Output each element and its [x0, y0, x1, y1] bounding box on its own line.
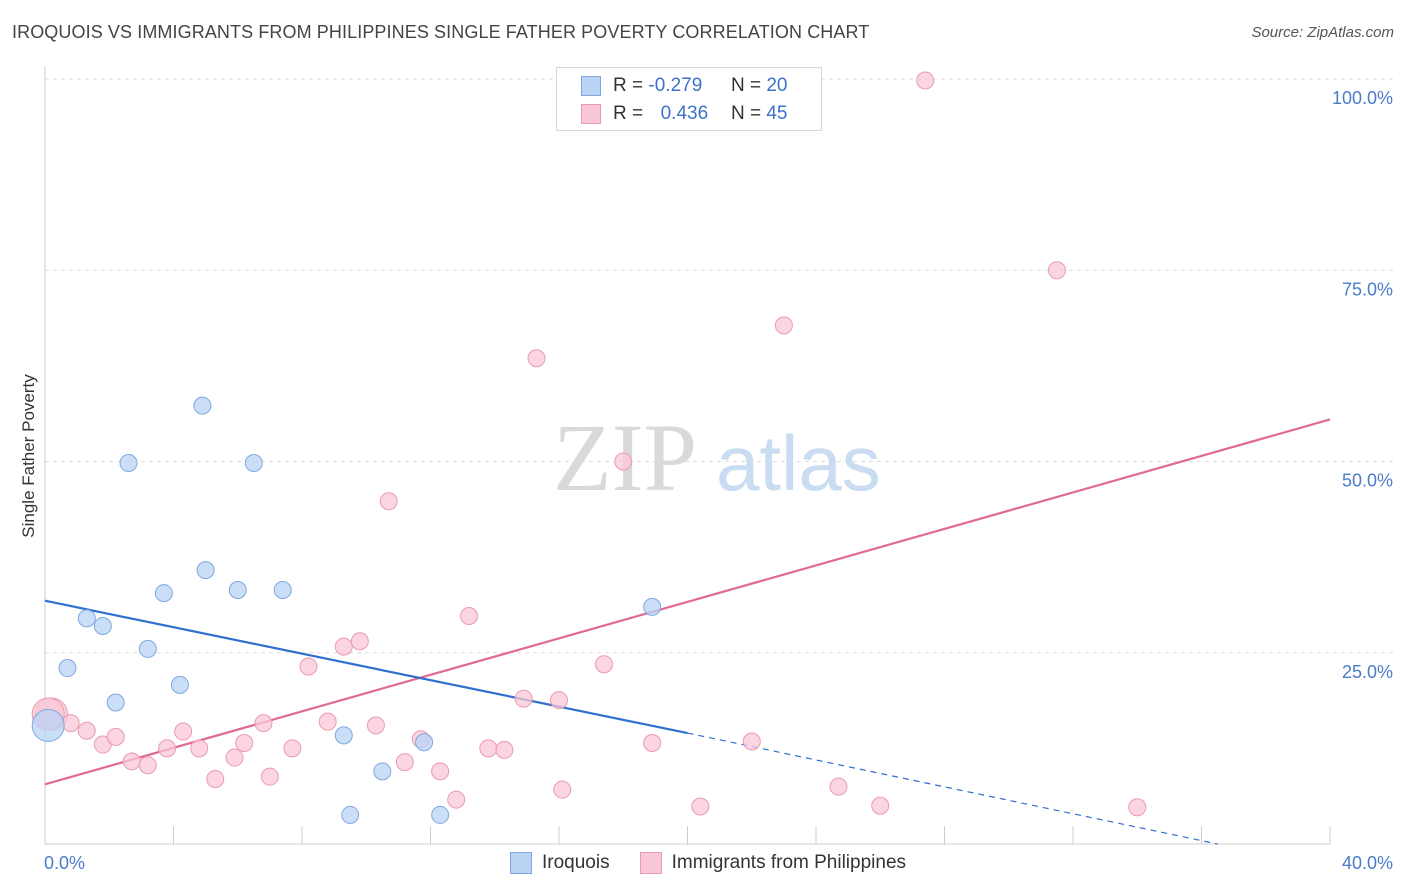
legend-row-iroquois: R = -0.279 N = 20 [581, 72, 787, 100]
philippines-point [395, 753, 414, 772]
philippines-point [594, 655, 613, 674]
philippines-point [254, 714, 273, 733]
philippines-point [527, 349, 546, 368]
philippines-point [1047, 261, 1066, 280]
chart-title: IROQUOIS VS IMMIGRANTS FROM PHILIPPINES … [12, 22, 870, 42]
philippines-point [1128, 798, 1147, 817]
y-tick-label: 25.0% [1342, 662, 1393, 682]
gridlines [45, 78, 1395, 654]
iroquois-point [643, 597, 662, 616]
iroquois-point [154, 584, 173, 603]
philippines-point [871, 796, 890, 815]
legend-swatch-iroquois [581, 76, 601, 96]
tick-labels: 25.0% 50.0% 75.0% 100.0% 0.0% 40.0% [44, 88, 1393, 873]
philippines-point [643, 734, 662, 753]
iroquois-point [170, 675, 189, 694]
iroquois-point [431, 805, 450, 824]
iroquois-point [415, 733, 434, 752]
philippines-point [334, 637, 353, 656]
iroquois-point [196, 561, 215, 580]
trend-line-iroquois [44, 599, 688, 735]
philippines-point [774, 316, 793, 335]
trend-line-iroquois-extension [687, 732, 1218, 845]
philippines-point [174, 722, 193, 741]
philippines-point [514, 689, 533, 708]
legend-swatch-philippines [639, 852, 662, 874]
philippines-point [61, 714, 80, 733]
philippines-point [260, 767, 279, 786]
philippines-point [829, 777, 848, 796]
philippines-point [138, 756, 157, 775]
legend-n-value: 20 [766, 75, 788, 96]
philippines-point [742, 732, 761, 751]
philippines-point [77, 721, 96, 740]
iroquois-point [119, 454, 138, 473]
legend-n-value: 45 [766, 103, 788, 124]
watermark-atlas: atlas [716, 419, 881, 507]
source-label: Source: ZipAtlas.com [1251, 24, 1394, 41]
data-points [31, 71, 1147, 824]
legend-swatch-philippines [581, 104, 601, 124]
iroquois-point [373, 762, 392, 781]
iroquois-point [77, 609, 96, 628]
philippines-point [318, 712, 337, 731]
philippines-point [916, 71, 935, 90]
philippines-point [283, 739, 302, 758]
iroquois-point [193, 396, 212, 415]
philippines-point [460, 607, 479, 626]
philippines-point [447, 790, 466, 809]
iroquois-point [334, 726, 353, 745]
philippines-point [225, 748, 244, 767]
philippines-point [495, 740, 514, 759]
philippines-point [158, 739, 177, 758]
y-tick-label: 100.0% [1332, 88, 1393, 108]
legend-label-iroquois: Iroquois [542, 852, 610, 873]
philippines-point [122, 752, 141, 771]
y-tick-label: 50.0% [1342, 471, 1393, 491]
philippines-point [379, 492, 398, 511]
legend-r-value: -0.279 [648, 75, 703, 96]
legend-item-iroquois: Iroquois [510, 852, 610, 874]
philippines-point [366, 716, 385, 735]
legend-n-label: N = [730, 103, 762, 124]
philippines-point [350, 632, 369, 651]
iroquois-point [228, 581, 247, 600]
iroquois-point [106, 693, 125, 712]
x-tick-label: 0.0% [44, 853, 85, 873]
iroquois-point [93, 616, 112, 635]
y-tick-label: 75.0% [1342, 279, 1393, 299]
iroquois-point [138, 639, 157, 658]
philippines-point [553, 780, 572, 799]
iroquois-point [31, 708, 65, 742]
legend-label-philippines: Immigrants from Philippines [671, 852, 907, 873]
x-tick-label: 40.0% [1342, 853, 1393, 873]
philippines-point [299, 657, 318, 676]
legend-swatch-iroquois [510, 852, 532, 874]
philippines-point [235, 734, 254, 753]
iroquois-point [341, 805, 360, 824]
legend-row-philippines: R = 0.436 N = 45 [581, 100, 787, 128]
legend-r-label: R = [613, 75, 644, 96]
philippines-point [691, 797, 710, 816]
legend-r-label: R = [613, 103, 644, 124]
legend-r-value: 0.436 [660, 103, 709, 124]
legend-n-label: N = [730, 75, 762, 96]
philippines-point [206, 769, 225, 788]
philippines-point [190, 739, 209, 758]
iroquois-point [244, 454, 263, 473]
series-legend: Iroquois Immigrants from Philippines [510, 852, 936, 874]
iroquois-point [58, 659, 77, 678]
philippines-point [479, 739, 498, 758]
philippines-point [550, 691, 568, 710]
iroquois-point [273, 581, 292, 600]
legend-item-philippines: Immigrants from Philippines [639, 852, 907, 874]
philippines-point [431, 762, 450, 781]
stats-legend: R = -0.279 N = 20 R = 0.436 N = 45 [556, 67, 822, 131]
philippines-point [106, 727, 125, 746]
y-axis-title: Single Father Poverty [19, 374, 38, 538]
philippines-point [614, 452, 633, 471]
